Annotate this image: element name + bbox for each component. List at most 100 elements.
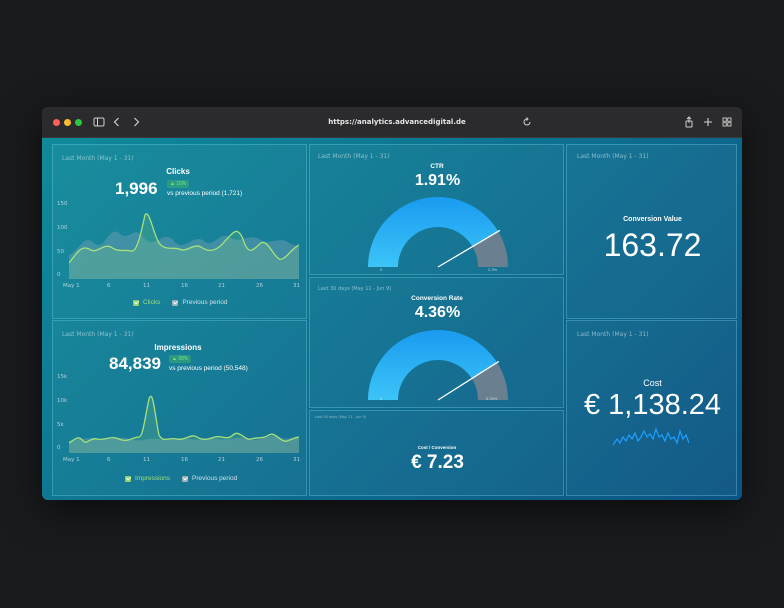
cost-value: € 1,138.24 <box>583 389 722 421</box>
clicks-chart <box>69 213 299 279</box>
cost-widget: Last Month (May 1 - 31) Cost € 1,138.24 <box>566 320 737 496</box>
address-bar[interactable]: https://analytics.advancedigital.de <box>328 118 466 126</box>
impressions-vs-previous: vs previous period (50,548) <box>169 365 248 372</box>
clicks-xtick: 21 <box>218 283 225 289</box>
cost-per-conversion-period: Last 30 days (May 11 - Jun 9) <box>315 415 367 419</box>
conversion-rate-gauge-fill <box>368 330 498 400</box>
clicks-period: Last Month (May 1 - 31) <box>62 155 134 162</box>
ctr-value: 1.91% <box>414 172 461 189</box>
clicks-legend-checkbox[interactable] <box>133 299 139 306</box>
cost-period: Last Month (May 1 - 31) <box>577 331 649 338</box>
impressions-period: Last Month (May 1 - 31) <box>62 331 134 338</box>
impressions-current-area <box>69 396 299 453</box>
forward-icon[interactable] <box>129 115 143 129</box>
impressions-legend: Impressions Previous period <box>125 475 237 482</box>
clicks-ytick: 100 <box>57 225 68 231</box>
conversion-rate-gauge-remainder <box>471 362 508 400</box>
ctr-period: Last Month (May 1 - 31) <box>318 153 390 160</box>
conversion-rate-period: Last 30 days (May 11 - Jun 9) <box>318 286 392 292</box>
clicks-xtick: 11 <box>143 283 150 289</box>
ctr-gauge-remainder <box>472 231 508 267</box>
clicks-legend: Clicks Previous period <box>133 299 228 306</box>
impressions-ytick: 5k <box>57 422 64 428</box>
clicks-title: Clicks <box>166 167 190 176</box>
cost-sparkline-line <box>613 427 689 446</box>
previous-legend-label: Previous period <box>192 475 238 482</box>
ctr-gauge-needle <box>437 229 501 268</box>
clicks-value: 1,996 <box>115 179 158 198</box>
impressions-legend-label: Impressions <box>135 475 171 482</box>
browser-titlebar: https://analytics.advancedigital.de <box>42 107 742 138</box>
clicks-xtick: 31 <box>293 283 300 289</box>
impressions-legend-checkbox[interactable] <box>125 475 131 482</box>
conversion-rate-value: 4.36% <box>414 304 461 321</box>
conversion-value-value: 163.72 <box>603 227 702 263</box>
clicks-ytick: 50 <box>57 249 64 255</box>
ctr-gauge-arcs <box>368 197 508 268</box>
tab-overview-icon[interactable] <box>720 115 734 129</box>
impressions-title: Impressions <box>154 343 202 352</box>
ctr-gauge-fill <box>368 197 499 267</box>
clicks-widget: Last Month (May 1 - 31) Clicks 1,996 ▲ 1… <box>52 144 307 319</box>
impressions-xtick: May 1 <box>63 457 80 463</box>
conversion-value-title: Conversion Value <box>623 216 682 223</box>
clicks-xtick: May 1 <box>63 283 80 289</box>
conversion-rate-gauge-needle <box>437 360 500 401</box>
ctr-widget: Last Month (May 1 - 31) CTR 1.91% 0 2.3% <box>309 144 564 275</box>
previous-legend-checkbox[interactable] <box>172 299 179 306</box>
conversion-value-period: Last Month (May 1 - 31) <box>577 153 649 160</box>
clicks-current-line <box>69 213 299 264</box>
impressions-value: 84,839 <box>109 354 161 373</box>
impressions-chart <box>69 395 299 453</box>
clicks-ytick: 150 <box>57 201 68 207</box>
impressions-ytick: 0 <box>57 445 61 451</box>
browser-window: https://analytics.advancedigital.de Last… <box>42 107 742 500</box>
conversion-rate-title: Conversion Rate <box>411 295 463 302</box>
reload-icon[interactable] <box>520 115 534 129</box>
previous-legend-label: Previous period <box>182 299 228 306</box>
impressions-ytick: 10k <box>57 398 68 404</box>
clicks-xtick: 16 <box>181 283 188 289</box>
impressions-widget: Last Month (May 1 - 31) Impressions 84,8… <box>52 320 307 496</box>
previous-legend-checkbox[interactable] <box>182 475 189 482</box>
impressions-xtick: 6 <box>107 457 111 463</box>
cost-per-conversion-title: Cost / Conversion <box>417 445 457 450</box>
impressions-xtick: 16 <box>181 457 188 463</box>
impressions-xtick: 11 <box>143 457 150 463</box>
clicks-legend-label: Clicks <box>143 299 161 306</box>
close-window-button[interactable] <box>53 119 60 126</box>
ctr-gauge-min: 0 <box>380 267 383 272</box>
conversion-rate-gauge-arcs <box>368 330 508 401</box>
cost-per-conversion-value: € 7.23 <box>411 452 464 473</box>
clicks-current-area <box>69 213 299 279</box>
new-tab-icon[interactable] <box>701 115 715 129</box>
ctr-gauge <box>368 197 508 268</box>
maximize-window-button[interactable] <box>75 119 82 126</box>
clicks-ytick: 0 <box>57 272 61 278</box>
clicks-previous-area <box>69 231 299 279</box>
cost-title: Cost <box>643 378 662 388</box>
clicks-change-badge: ▲ 16% <box>167 180 190 188</box>
impressions-xtick: 21 <box>218 457 225 463</box>
impressions-ytick: 15k <box>57 374 68 380</box>
clicks-vs-previous: vs previous period (1,721) <box>167 190 243 197</box>
clicks-xtick: 6 <box>107 283 111 289</box>
impressions-change-badge: ▲ 68% <box>169 355 192 363</box>
impressions-xtick: 31 <box>293 457 300 463</box>
conversion-rate-gauge <box>368 330 508 401</box>
share-icon[interactable] <box>682 115 696 129</box>
sidebar-toggle-icon[interactable] <box>92 115 106 129</box>
dashboard: Last Month (May 1 - 31) Clicks 1,996 ▲ 1… <box>42 138 742 500</box>
cost-sparkline <box>613 427 689 446</box>
impressions-current-line <box>69 395 299 444</box>
back-icon[interactable] <box>110 115 124 129</box>
conversion-rate-gauge-min: 0 <box>380 396 383 401</box>
ctr-title: CTR <box>430 163 444 170</box>
cost-per-conversion-widget: Last 30 days (May 11 - Jun 9) Cost / Con… <box>309 410 564 496</box>
ctr-gauge-max: 2.3% <box>488 267 498 272</box>
clicks-xtick: 26 <box>256 283 263 289</box>
impressions-xtick: 26 <box>256 457 263 463</box>
conversion-rate-gauge-max: 5.33% <box>486 396 498 401</box>
minimize-window-button[interactable] <box>64 119 71 126</box>
conversion-rate-widget: Last 30 days (May 11 - Jun 9) Conversion… <box>309 277 564 408</box>
